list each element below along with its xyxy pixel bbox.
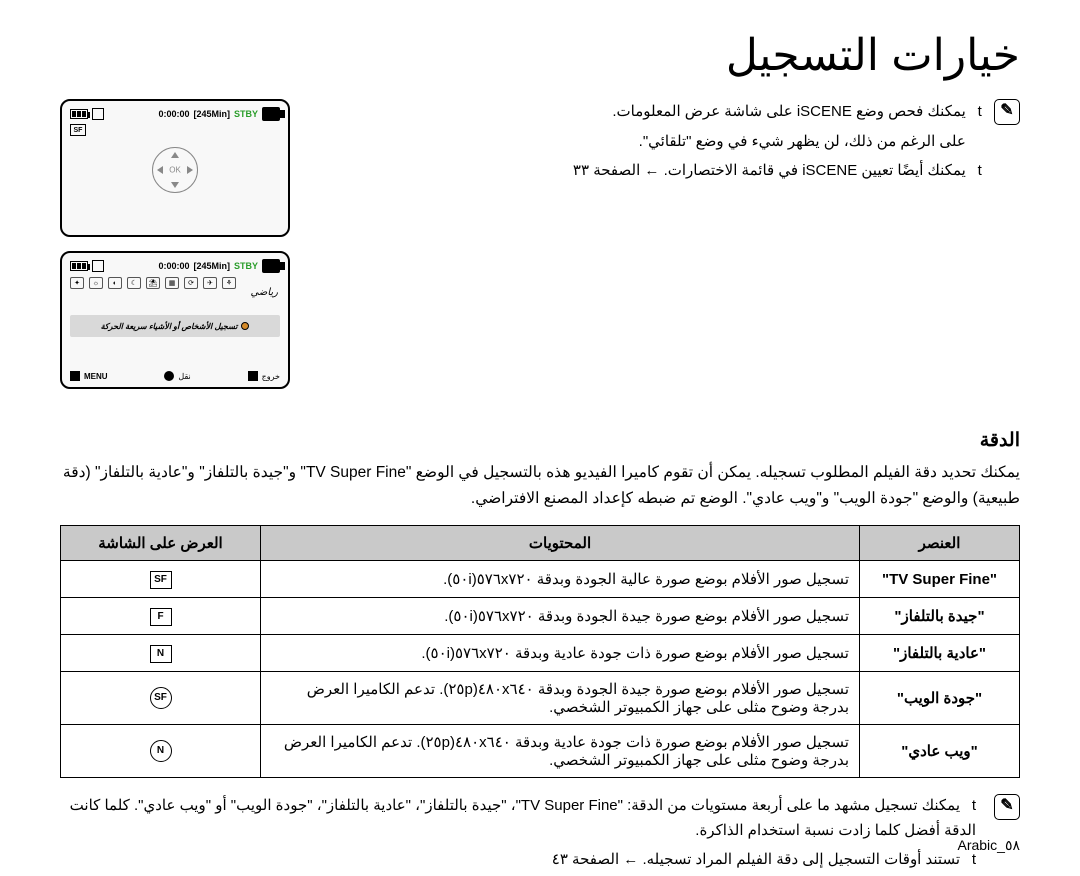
top-notes: ✎ tيمكنك فحص وضع iSCENE على شاشة عرض الم…	[310, 99, 1020, 389]
row-display-icon: SF	[61, 561, 261, 598]
scene-mini-icon: ▦	[165, 277, 179, 289]
row-display-icon: N	[61, 725, 261, 778]
table-row: "عادية بالتلفاز"تسجيل صور الأفلام بوضع ص…	[61, 635, 1020, 672]
quality-icon: N	[150, 740, 172, 762]
note-line: على الرغم من ذلك، لن يظهر شيء في وضع "تل…	[322, 129, 982, 155]
row-content: تسجيل صور الأفلام بوضع صورة عالية الجودة…	[261, 561, 860, 598]
stby-label: STBY	[234, 109, 258, 119]
row-content: تسجيل صور الأفلام بوضع صورة ذات جودة عاد…	[261, 635, 860, 672]
note-icon: ✎	[994, 794, 1020, 820]
card-icon	[92, 260, 104, 272]
row-name: "عادية بالتلفاز"	[860, 635, 1020, 672]
col-header: المحتويات	[261, 526, 860, 561]
table-row: "جيدة بالتلفاز"تسجيل صور الأفلام بوضع صو…	[61, 598, 1020, 635]
camcorder-icon	[262, 107, 280, 121]
scene-mini-icon: ✈	[203, 277, 217, 289]
move-hint: نقل	[164, 371, 190, 381]
quality-icon: N	[150, 645, 172, 663]
scene-mini-icon: ☾	[127, 277, 141, 289]
table-row: "ويب عادي"تسجيل صور الأفلام بوضع صورة ذا…	[61, 725, 1020, 778]
section-title: الدقة	[60, 429, 1020, 452]
stby-label: STBY	[234, 261, 258, 271]
note-line: tيمكنك تسجيل مشهد ما على أربعة مستويات م…	[60, 794, 976, 844]
rec-time: 0:00:00	[158, 261, 189, 271]
rec-time: 0:00:00	[158, 109, 189, 119]
scene-mini-icon: ⛱	[146, 277, 160, 289]
quality-icon: SF	[150, 687, 172, 709]
scene-description: تسجيل الأشخاص أو الأشياء سريعة الحركة	[70, 315, 280, 337]
table-row: "جودة الويب"تسجيل صور الأفلام بوضع صورة …	[61, 672, 1020, 725]
lcd-previews: 0:00:00 [245Min] STBY SF OK 0:00:00 [245…	[60, 99, 290, 389]
quality-icon: F	[150, 608, 172, 626]
note-line: tتستند أوقات التسجيل إلى دقة الفيلم المر…	[60, 848, 976, 873]
quality-badge: SF	[70, 124, 86, 136]
table-row: "TV Super Fine"تسجيل صور الأفلام بوضع صو…	[61, 561, 1020, 598]
scene-mini-icon: ⚘	[222, 277, 236, 289]
joypad-icon: OK	[152, 147, 198, 193]
scene-icon-row: ✦ ☼ ◐ ☾ ⛱ ▦ ⟳ ✈ ⚘	[70, 277, 280, 289]
page-title: خيارات التسجيل	[60, 30, 1020, 81]
resolution-table: العنصر المحتويات العرض على الشاشة "TV Su…	[60, 525, 1020, 778]
page-number: Arabic_٥٨	[957, 837, 1020, 854]
rec-remain: [245Min]	[193, 109, 230, 119]
row-content: تسجيل صور الأفلام بوضع صورة ذات جودة عاد…	[261, 725, 860, 778]
row-name: "جيدة بالتلفاز"	[860, 598, 1020, 635]
note-icon: ✎	[994, 99, 1020, 125]
scene-mini-icon: ◐	[108, 277, 122, 289]
row-name: "ويب عادي"	[860, 725, 1020, 778]
scene-mini-icon: ☼	[89, 277, 103, 289]
row-display-icon: SF	[61, 672, 261, 725]
top-section: ✎ tيمكنك فحص وضع iSCENE على شاشة عرض الم…	[60, 99, 1020, 389]
row-content: تسجيل صور الأفلام بوضع صورة جيدة الجودة …	[261, 672, 860, 725]
menu-hint: MENU	[70, 371, 108, 381]
card-icon	[92, 108, 104, 120]
scene-mini-icon: ✦	[70, 277, 84, 289]
lcd-preview-2: 0:00:00 [245Min] STBY ✦ ☼ ◐ ☾ ⛱ ▦ ⟳ ✈ ⚘ …	[60, 251, 290, 389]
note-line: tيمكنك فحص وضع iSCENE على شاشة عرض المعل…	[322, 99, 982, 125]
rec-remain: [245Min]	[193, 261, 230, 271]
battery-icon	[70, 261, 88, 271]
bottom-notes: ✎ tيمكنك تسجيل مشهد ما على أربعة مستويات…	[60, 794, 1020, 876]
camcorder-icon	[262, 259, 280, 273]
row-display-icon: F	[61, 598, 261, 635]
col-header: العنصر	[860, 526, 1020, 561]
row-name: "جودة الويب"	[860, 672, 1020, 725]
quality-icon: SF	[150, 571, 172, 589]
scene-label: رياضي	[251, 287, 279, 298]
section-body: يمكنك تحديد دقة الفيلم المطلوب تسجيله. ي…	[60, 460, 1020, 511]
row-content: تسجيل صور الأفلام بوضع صورة جيدة الجودة …	[261, 598, 860, 635]
battery-icon	[70, 109, 88, 119]
lcd-preview-1: 0:00:00 [245Min] STBY SF OK	[60, 99, 290, 237]
scene-mini-icon: ⟳	[184, 277, 198, 289]
note-line: tيمكنك أيضًا تعيين iSCENE في قائمة الاخت…	[322, 158, 982, 184]
row-name: "TV Super Fine"	[860, 561, 1020, 598]
exit-hint: خروج	[248, 371, 280, 381]
col-header: العرض على الشاشة	[61, 526, 261, 561]
row-display-icon: N	[61, 635, 261, 672]
